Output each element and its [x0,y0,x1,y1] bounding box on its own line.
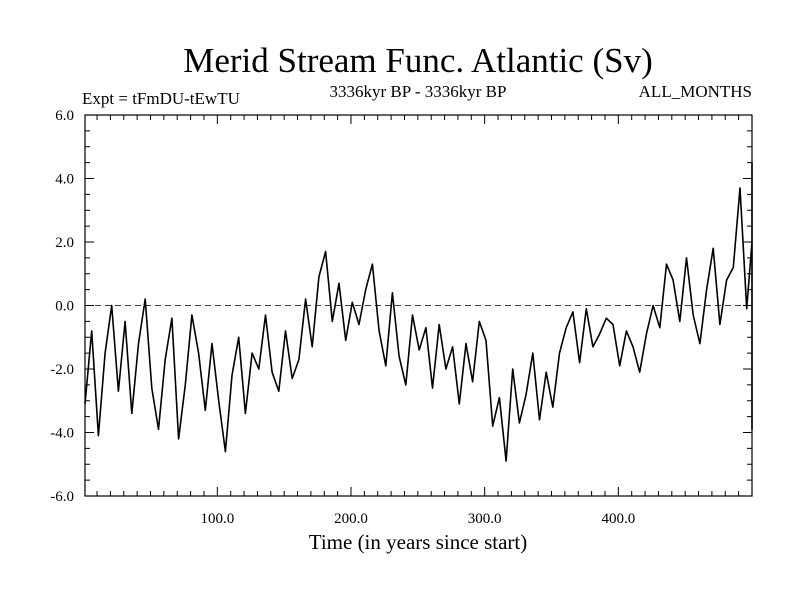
y-tick-label: -6.0 [50,489,74,505]
period-label: 3336kyr BP - 3336kyr BP [330,82,507,101]
y-tick-label: -2.0 [50,362,74,378]
x-tick-label: 300.0 [468,511,502,527]
months-label: ALL_MONTHS [639,82,752,101]
series-line [84,161,753,462]
y-tick-label: 4.0 [55,172,74,188]
y-tick-label: 2.0 [55,235,74,251]
x-tick-label: 400.0 [601,511,635,527]
y-tick-label: -4.0 [50,426,74,442]
experiment-label: Expt = tFmDU-tEwTU [82,89,240,108]
y-tick-label: 0.0 [55,299,74,315]
x-tick-label: 100.0 [200,511,234,527]
plot-area: -6.0 -4.0 -2.0 0.0 2.0 4.0 6.0 100.0 200.0 300.0 4… [50,108,753,527]
x-tick-label: 200.0 [334,511,368,527]
chart-title: Merid Stream Func. Atlantic (Sv) [183,41,653,80]
x-axis-label: Time (in years since start) [309,530,528,554]
y-tick-label: 6.0 [55,108,74,124]
